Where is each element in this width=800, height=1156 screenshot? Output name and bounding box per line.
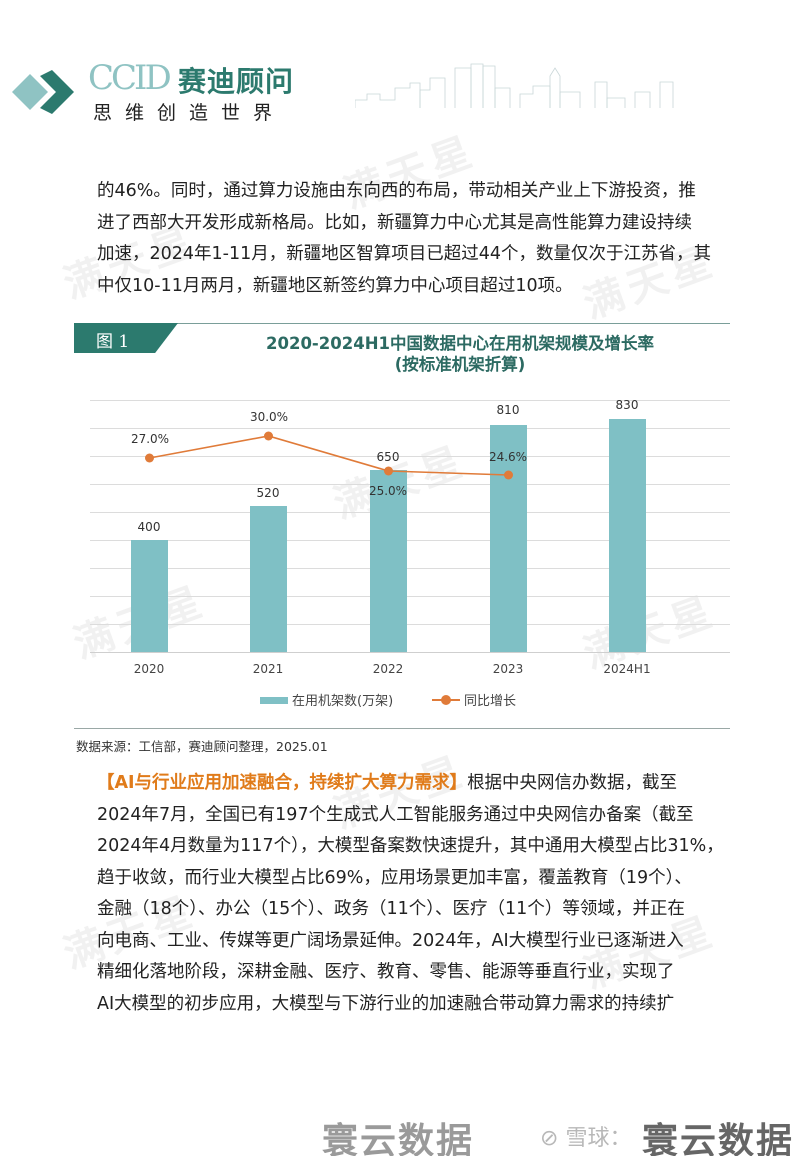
- growth-point: [504, 470, 513, 480]
- x-axis-label: 2024H1: [603, 662, 651, 676]
- data-source-note: 数据来源：工信部，赛迪顾问整理，2025.01: [76, 739, 328, 754]
- bar-value-label: 520: [256, 486, 280, 500]
- bar-value-label: 810: [496, 403, 520, 417]
- growth-value-label: 25.0%: [368, 484, 408, 498]
- text-line: AI大模型的初步应用，大模型与下游行业的加速融合带动算力需求的持续扩: [97, 993, 675, 1014]
- body-paragraph-1: 的46%。同时，通过算力设施由东向西的布局，带动相关产业上下游投资，推 进了西部…: [97, 176, 712, 302]
- gridline: [90, 456, 730, 457]
- bar-2023: [490, 425, 527, 652]
- bar-value-label: 650: [376, 450, 400, 464]
- section-heading: 【AI与行业应用加速融合，持续扩大算力需求】: [97, 773, 468, 793]
- x-axis-label: 2022: [372, 662, 404, 676]
- gridline: [90, 624, 730, 625]
- growth-value-label: 30.0%: [249, 410, 289, 424]
- logo-ccid-text: CCID: [88, 58, 172, 98]
- legend-dot-icon: [441, 695, 451, 705]
- text-line: 2024年4月数量为117个），大模型备案数快速提升，其中通用大模型占比31%，: [97, 836, 724, 856]
- text-line: 趋于收敛，而行业大模型占比69%，应用场景更加丰富，覆盖教育（19个）、: [97, 867, 692, 888]
- text-line: 的46%。同时，通过算力设施由东向西的布局，带动相关产业上下游投资，推: [97, 181, 696, 201]
- gridline: [90, 596, 730, 597]
- figure-tab-label: 图 1: [96, 332, 130, 352]
- gridline: [90, 400, 730, 401]
- text-line: 金融（18个）、办公（15个）、政务（11个）、医疗（11个）等领域，并正在: [97, 899, 685, 919]
- bar-value-label: 830: [615, 398, 639, 412]
- legend-bar-swatch-icon: [260, 697, 288, 704]
- gridline: [90, 568, 730, 569]
- text-fragment: 根据中央网信办数据，截至: [467, 773, 678, 793]
- bar-2021: [250, 506, 287, 652]
- ccid-logo-icon: [12, 70, 74, 114]
- text-line: 进了西部大开发形成新格局。比如，新疆算力中心尤其是高性能算力建设持续: [97, 212, 692, 233]
- xueqiu-label: 雪球：: [565, 1126, 632, 1151]
- x-axis-label: 2020: [133, 662, 165, 676]
- bar-2022: [370, 470, 407, 652]
- text-line: 精细化落地阶段，深耕金融、医疗、教育、零售、能源等垂直行业，实现了: [97, 962, 675, 982]
- bar-line-chart: 400 520 650 810 830 27.0% 30.0% 25.0% 24…: [90, 390, 730, 720]
- legend-bar-label: 在用机架数(万架): [292, 694, 394, 709]
- text-line: 中仅10-11月两月，新疆地区新签约算力中心项目超过10项。: [97, 275, 573, 296]
- growth-rate-line: [145, 431, 513, 480]
- chart-title-line1: 2020-2024H1中国数据中心在用机架规模及增长率: [266, 334, 654, 353]
- chart-legend: 在用机架数(万架) 同比增长: [260, 690, 580, 710]
- x-axis-baseline: [90, 652, 730, 653]
- page-header: CCID 赛迪顾问 思维创造世界: [0, 0, 800, 140]
- legend-line-label: 同比增长: [464, 694, 517, 709]
- chart-title-line2: (按标准机架折算): [394, 355, 526, 374]
- xueqiu-logo-icon: ⊘: [540, 1126, 559, 1151]
- gridline: [90, 484, 730, 485]
- growth-point: [264, 431, 273, 441]
- city-skyline-icon: [355, 63, 674, 108]
- bar-value-label: 400: [137, 520, 161, 534]
- growth-value-label: 24.6%: [488, 450, 528, 464]
- text-line: 向电商、工业、传媒等更广阔场景延伸。2024年，AI大模型行业已逐渐进入: [97, 930, 684, 951]
- figure-top-rule: [74, 323, 730, 324]
- xueqiu-watermark: ⊘ 雪球：: [540, 1120, 631, 1152]
- growth-point: [384, 466, 393, 476]
- logo-company-name: 赛迪顾问: [178, 65, 295, 98]
- body-paragraph-2: 【AI与行业应用加速融合，持续扩大算力需求】根据中央网信办数据，截至 2024年…: [97, 768, 724, 1020]
- bar-2020: [131, 540, 168, 652]
- x-axis-label: 2023: [492, 662, 524, 676]
- footer-watermark: 寰云数据: [322, 1121, 475, 1156]
- bar-2024h1: [609, 419, 646, 652]
- gridline: [90, 540, 730, 541]
- figure-tab: 图 1: [74, 323, 178, 353]
- chart-title: 2020-2024H1中国数据中心在用机架规模及增长率 (按标准机架折算): [180, 333, 740, 375]
- gridline: [90, 512, 730, 513]
- logo-slogan: 思维创造世界: [93, 102, 286, 124]
- footer-watermark-right: 寰云数据: [642, 1121, 795, 1156]
- text-line: 【AI与行业应用加速融合，持续扩大算力需求】根据中央网信办数据，截至: [97, 768, 707, 800]
- growth-point: [145, 453, 154, 463]
- growth-value-label: 27.0%: [130, 432, 170, 446]
- figure-bottom-rule: [74, 728, 730, 729]
- text-line: 2024年7月，全国已有197个生成式人工智能服务通过中央网信办备案（截至: [97, 804, 694, 825]
- x-axis-label: 2021: [252, 662, 284, 676]
- text-line: 加速，2024年1-11月，新疆地区智算项目已超过44个，数量仅次于江苏省，其: [97, 244, 712, 264]
- gridline: [90, 428, 730, 429]
